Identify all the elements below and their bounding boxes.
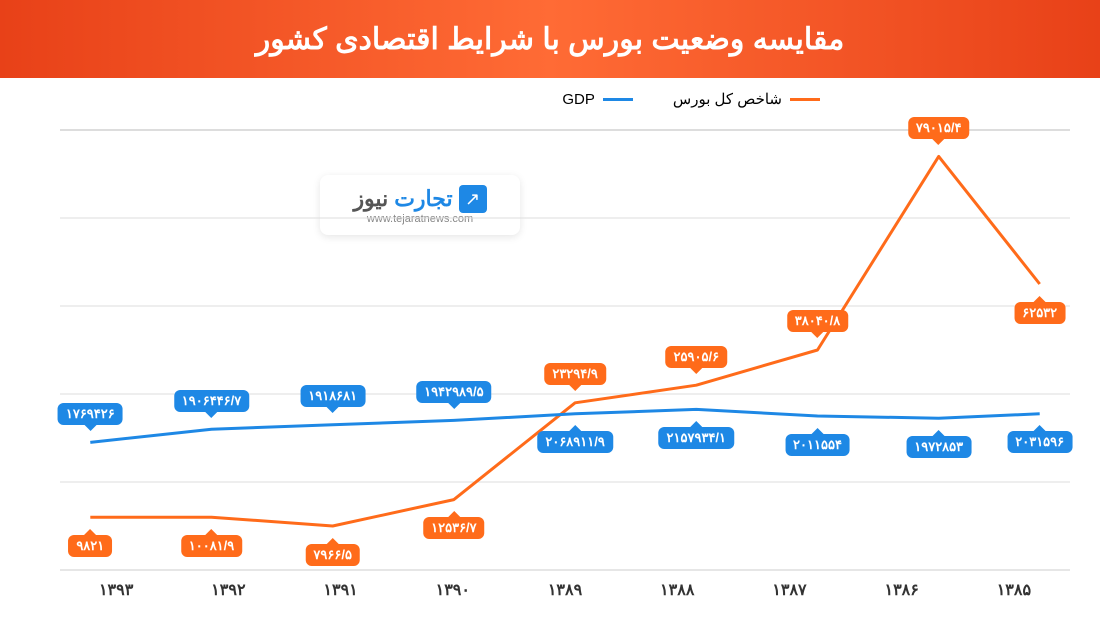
- x-tick-6: ۱۳۹۱: [284, 580, 396, 620]
- legend-swatch-stock: [790, 98, 820, 101]
- gdp-label-1: ۱۹۰۶۴۴۶/۷: [174, 390, 249, 412]
- legend-swatch-gdp: [603, 98, 633, 101]
- chart-container: مقایسه وضعیت بورس با شرایط اقتصادی کشور …: [0, 0, 1100, 640]
- x-tick-3: ۱۳۸۸: [621, 580, 733, 620]
- legend: شاخص کل بورس GDP: [562, 90, 820, 108]
- stock_index-label-2: ۷۹۶۶/۵: [305, 544, 360, 566]
- stock_index-label-5: ۲۵۹۰۵/۶: [666, 346, 728, 368]
- stock_index-label-6: ۳۸۰۴۰/۸: [787, 310, 849, 332]
- stock_index-label-3: ۱۲۵۳۶/۷: [423, 517, 485, 539]
- gdp-label-5: ۲۱۵۷۹۳۴/۱: [659, 427, 734, 449]
- x-tick-4: ۱۳۸۹: [509, 580, 621, 620]
- chart-plot-area: ۹۸۲۱ ۱۰۰۸۱/۹ ۷۹۶۶/۵ ۱۲۵۳۶/۷ ۲۳۲۹۴/۹ ۲۵۹۰۵/۶ ۳۸…: [60, 130, 1070, 570]
- legend-item-stock: شاخص کل بورس: [673, 90, 820, 108]
- x-tick-0: ۱۳۸۵: [958, 580, 1070, 620]
- x-tick-5: ۱۳۹۰: [397, 580, 509, 620]
- stock_index-label-0: ۹۸۲۱: [68, 535, 112, 557]
- x-axis: ۱۳۸۵۱۳۸۶۱۳۸۷۱۳۸۸۱۳۸۹۱۳۹۰۱۳۹۱۱۳۹۲۱۳۹۳: [60, 580, 1070, 620]
- legend-item-gdp: GDP: [562, 90, 633, 108]
- header-bar: مقایسه وضعیت بورس با شرایط اقتصادی کشور: [0, 0, 1100, 78]
- stock_index-label-4: ۲۳۲۹۴/۹: [544, 363, 606, 385]
- gdp-label-8: ۲۰۳۱۵۹۶: [1007, 431, 1072, 453]
- x-tick-1: ۱۳۸۶: [846, 580, 958, 620]
- stock_index-label-1: ۱۰۰۸۱/۹: [181, 535, 243, 557]
- stock_index-label-7: ۷۹۰۱۵/۴: [908, 117, 970, 139]
- chart-title: مقایسه وضعیت بورس با شرایط اقتصادی کشور: [256, 22, 845, 57]
- legend-label-stock: شاخص کل بورس: [673, 90, 782, 108]
- gdp-label-6: ۲۰۱۱۵۵۴: [785, 434, 850, 456]
- x-tick-7: ۱۳۹۲: [172, 580, 284, 620]
- legend-label-gdp: GDP: [562, 91, 595, 108]
- gdp-label-2: ۱۹۱۸۶۸۱: [300, 385, 365, 407]
- gdp-label-4: ۲۰۶۸۹۱۱/۹: [537, 431, 612, 453]
- gdp-label-7: ۱۹۷۲۸۵۳: [906, 436, 971, 458]
- x-tick-2: ۱۳۸۷: [733, 580, 845, 620]
- gdp-label-3: ۱۹۴۲۹۸۹/۵: [416, 381, 491, 403]
- x-tick-8: ۱۳۹۳: [60, 580, 172, 620]
- stock_index-label-8: ۶۲۵۳۲: [1014, 302, 1065, 324]
- gdp-label-0: ۱۷۶۹۴۲۶: [58, 403, 123, 425]
- chart-svg: [60, 130, 1070, 570]
